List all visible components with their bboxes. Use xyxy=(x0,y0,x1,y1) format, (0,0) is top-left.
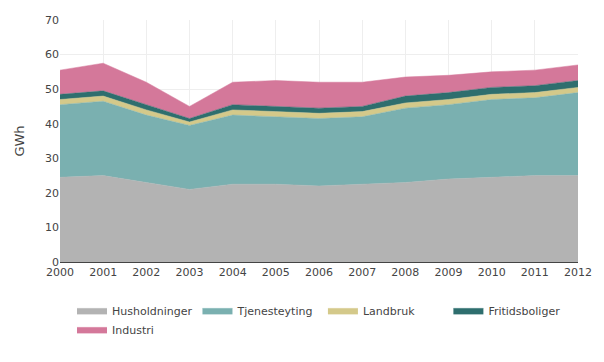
svg-text:GWh: GWh xyxy=(12,125,27,156)
svg-text:2003: 2003 xyxy=(176,266,204,279)
svg-text:60: 60 xyxy=(45,48,59,61)
svg-text:2009: 2009 xyxy=(435,266,463,279)
svg-text:2000: 2000 xyxy=(46,266,74,279)
svg-text:2002: 2002 xyxy=(132,266,160,279)
svg-text:2010: 2010 xyxy=(478,266,506,279)
svg-text:2004: 2004 xyxy=(219,266,247,279)
svg-text:2005: 2005 xyxy=(262,266,290,279)
svg-text:40: 40 xyxy=(45,118,59,131)
svg-text:2007: 2007 xyxy=(348,266,376,279)
svg-text:Husholdninger: Husholdninger xyxy=(112,305,192,318)
svg-text:10: 10 xyxy=(45,221,59,234)
svg-text:20: 20 xyxy=(45,187,59,200)
svg-text:2006: 2006 xyxy=(305,266,333,279)
svg-text:70: 70 xyxy=(45,14,59,27)
svg-text:2008: 2008 xyxy=(391,266,419,279)
svg-text:30: 30 xyxy=(45,152,59,165)
svg-text:Fritidsboliger: Fritidsboliger xyxy=(488,305,560,318)
svg-text:50: 50 xyxy=(45,83,59,96)
svg-text:2011: 2011 xyxy=(521,266,549,279)
svg-text:Industri: Industri xyxy=(112,324,154,337)
svg-text:Landbruk: Landbruk xyxy=(363,305,415,318)
svg-text:2012: 2012 xyxy=(564,266,592,279)
svg-text:2001: 2001 xyxy=(89,266,117,279)
svg-text:0: 0 xyxy=(52,256,59,269)
svg-text:Tjenesteyting: Tjenesteyting xyxy=(236,305,312,318)
